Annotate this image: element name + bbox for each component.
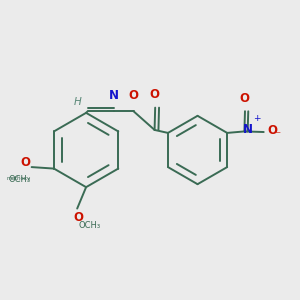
Text: O: O bbox=[74, 211, 84, 224]
Text: O: O bbox=[129, 89, 139, 102]
Text: N: N bbox=[243, 123, 253, 136]
Text: O: O bbox=[150, 88, 160, 101]
Text: ⁻: ⁻ bbox=[274, 129, 280, 142]
Text: methoxy: methoxy bbox=[6, 176, 30, 181]
Text: O: O bbox=[267, 124, 277, 137]
Text: N: N bbox=[109, 89, 119, 102]
Text: OCH₃: OCH₃ bbox=[78, 221, 100, 230]
Text: OCH₃: OCH₃ bbox=[8, 176, 30, 184]
Text: O: O bbox=[21, 156, 31, 170]
Text: O: O bbox=[239, 92, 249, 105]
Text: H: H bbox=[74, 98, 82, 107]
Text: +: + bbox=[253, 114, 261, 123]
